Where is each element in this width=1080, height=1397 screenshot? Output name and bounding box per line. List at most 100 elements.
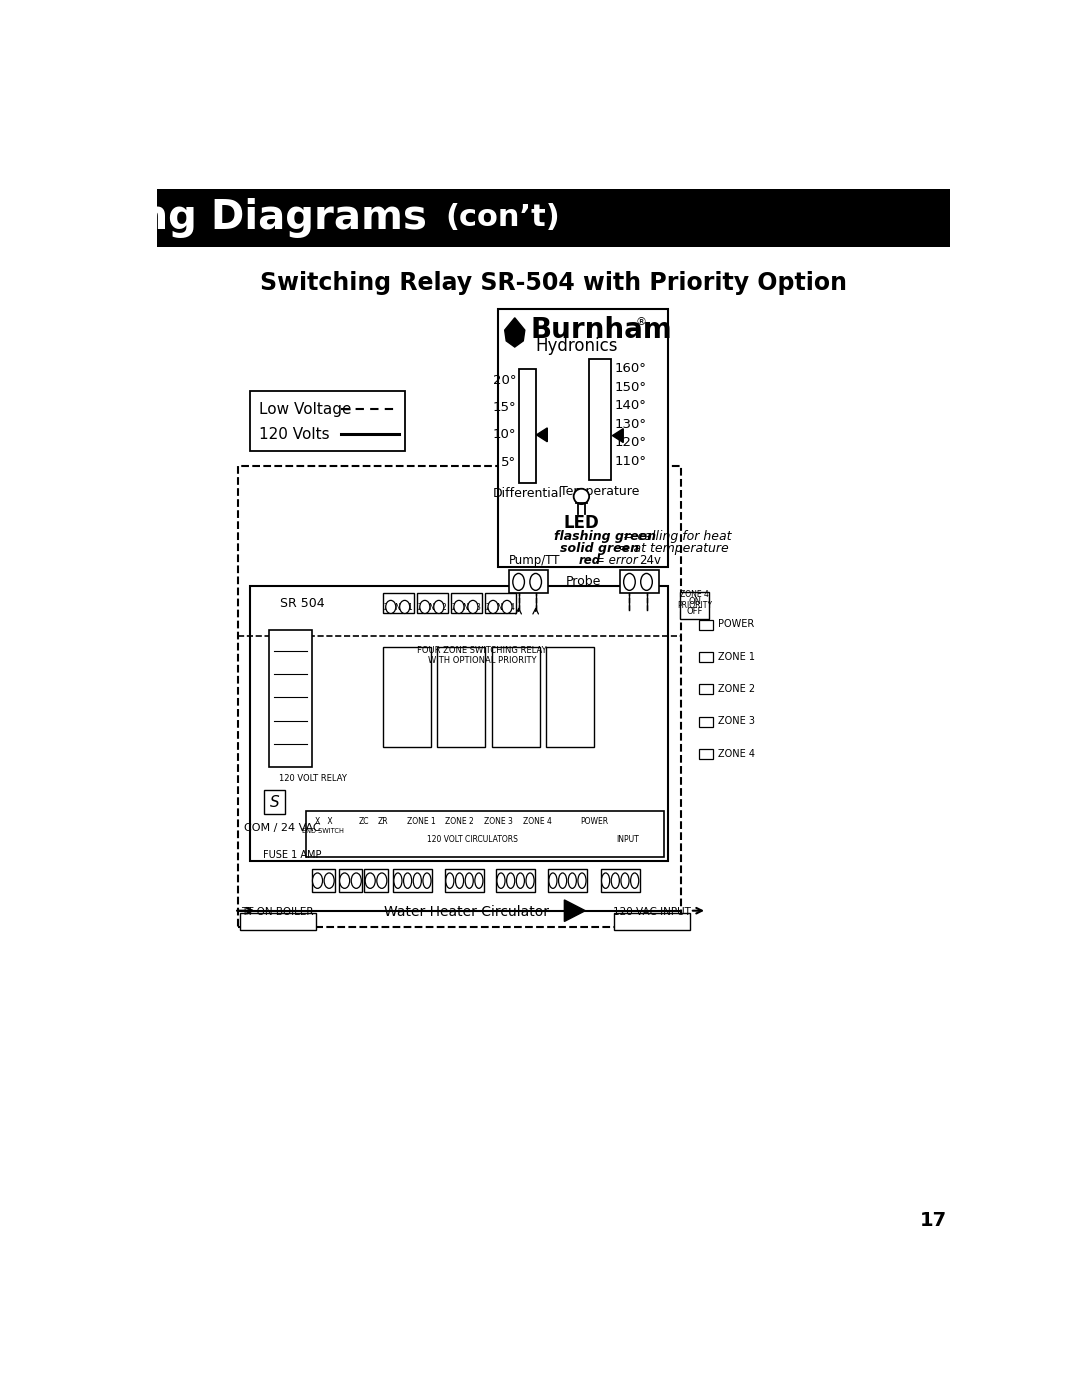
Text: Low Voltage: Low Voltage (259, 402, 351, 416)
Text: POWER: POWER (718, 619, 754, 629)
Text: 5°: 5° (501, 455, 516, 469)
Text: ZONE 2: ZONE 2 (445, 817, 474, 826)
Bar (679, 592, 710, 619)
Ellipse shape (394, 873, 402, 888)
Text: OFF: OFF (687, 606, 703, 616)
Bar (496, 869, 535, 893)
Bar (157, 189, 950, 247)
Ellipse shape (454, 601, 464, 613)
Text: ZONE 4
PRIORITY: ZONE 4 PRIORITY (677, 591, 712, 610)
Text: COM / 24 VAC: COM / 24 VAC (244, 823, 321, 833)
Bar (699, 717, 713, 726)
Ellipse shape (530, 573, 541, 591)
Text: 140°: 140° (615, 400, 647, 412)
Bar (548, 869, 586, 893)
Text: ZONE 3: ZONE 3 (484, 817, 513, 826)
Text: 120 Volts: 120 Volts (259, 426, 329, 441)
Bar (269, 630, 312, 767)
Text: = at temperature: = at temperature (615, 542, 729, 555)
Text: ZONE 4: ZONE 4 (718, 749, 755, 759)
Bar (510, 570, 548, 594)
Ellipse shape (446, 873, 454, 888)
Bar (613, 914, 690, 930)
Bar (437, 647, 485, 747)
Text: 24v: 24v (639, 553, 662, 567)
Polygon shape (537, 427, 548, 441)
Bar (699, 652, 713, 662)
Text: Water Heater Circulator: Water Heater Circulator (384, 905, 550, 919)
Text: (con’t): (con’t) (445, 203, 559, 232)
Ellipse shape (377, 873, 387, 888)
Text: 120 VOLT CIRCULATORS: 120 VOLT CIRCULATORS (428, 835, 518, 844)
Bar (240, 914, 315, 930)
Text: solid green: solid green (559, 542, 638, 555)
Bar (590, 359, 611, 481)
Text: ON: ON (688, 597, 701, 606)
Text: 150°: 150° (615, 380, 647, 394)
Bar (312, 869, 335, 893)
Polygon shape (504, 317, 525, 346)
Text: 15°: 15° (492, 401, 516, 414)
Bar (699, 620, 713, 630)
Text: Switching relay Wiring Diagrams: Switching relay Wiring Diagrams (0, 198, 441, 237)
Text: END SWITCH: END SWITCH (302, 827, 345, 834)
Text: 10°: 10° (492, 429, 516, 441)
Ellipse shape (549, 873, 557, 888)
Bar (238, 467, 681, 926)
Ellipse shape (339, 873, 350, 888)
Ellipse shape (558, 873, 567, 888)
Ellipse shape (578, 873, 586, 888)
Bar (383, 594, 414, 613)
Text: Differential: Differential (492, 486, 563, 500)
Ellipse shape (404, 873, 411, 888)
Text: S: S (270, 795, 280, 810)
Bar (339, 869, 362, 893)
Ellipse shape (488, 601, 498, 613)
Ellipse shape (400, 601, 409, 613)
Text: red: red (579, 553, 602, 567)
Text: ZONE 3: ZONE 3 (718, 717, 755, 726)
Text: FUSE 1 AMP: FUSE 1 AMP (264, 851, 322, 861)
Text: SR 504: SR 504 (280, 597, 325, 610)
Text: 130°: 130° (615, 418, 647, 430)
Text: flashing green: flashing green (554, 529, 656, 543)
Ellipse shape (468, 601, 478, 613)
Text: ZONE 1: ZONE 1 (384, 604, 413, 612)
Text: ZONE 4: ZONE 4 (523, 817, 552, 826)
Ellipse shape (526, 873, 535, 888)
Ellipse shape (423, 873, 431, 888)
Polygon shape (612, 429, 623, 443)
Bar (545, 647, 594, 747)
Ellipse shape (602, 873, 610, 888)
Ellipse shape (568, 873, 577, 888)
Text: ZONE 2: ZONE 2 (718, 685, 755, 694)
Ellipse shape (516, 873, 525, 888)
Ellipse shape (502, 601, 512, 613)
Text: POWER: POWER (581, 817, 609, 826)
Text: Pump/TT: Pump/TT (510, 553, 561, 567)
Ellipse shape (497, 873, 505, 888)
Bar (498, 309, 669, 567)
Text: ZONE 4: ZONE 4 (486, 604, 515, 612)
Text: FOUR ZONE SWITCHING RELAY: FOUR ZONE SWITCHING RELAY (417, 645, 546, 655)
Bar (393, 869, 432, 893)
Ellipse shape (640, 573, 652, 591)
Text: = calling for heat: = calling for heat (619, 529, 732, 543)
Bar (307, 810, 664, 856)
Text: Hydronics: Hydronics (535, 337, 618, 355)
Text: Temperature: Temperature (561, 485, 639, 497)
Bar (600, 869, 639, 893)
Ellipse shape (414, 873, 421, 888)
Ellipse shape (475, 873, 483, 888)
Ellipse shape (465, 873, 473, 888)
Text: X   X: X X (314, 817, 333, 826)
Text: 20°: 20° (492, 374, 516, 387)
Ellipse shape (623, 573, 635, 591)
Text: Switching Relay SR-504 with Priority Option: Switching Relay SR-504 with Priority Opt… (260, 271, 847, 295)
Ellipse shape (631, 873, 638, 888)
Ellipse shape (386, 601, 395, 613)
Bar (249, 585, 669, 862)
Text: Burnham: Burnham (530, 316, 672, 344)
Text: ZONE 3: ZONE 3 (453, 604, 481, 612)
Bar (451, 594, 482, 613)
